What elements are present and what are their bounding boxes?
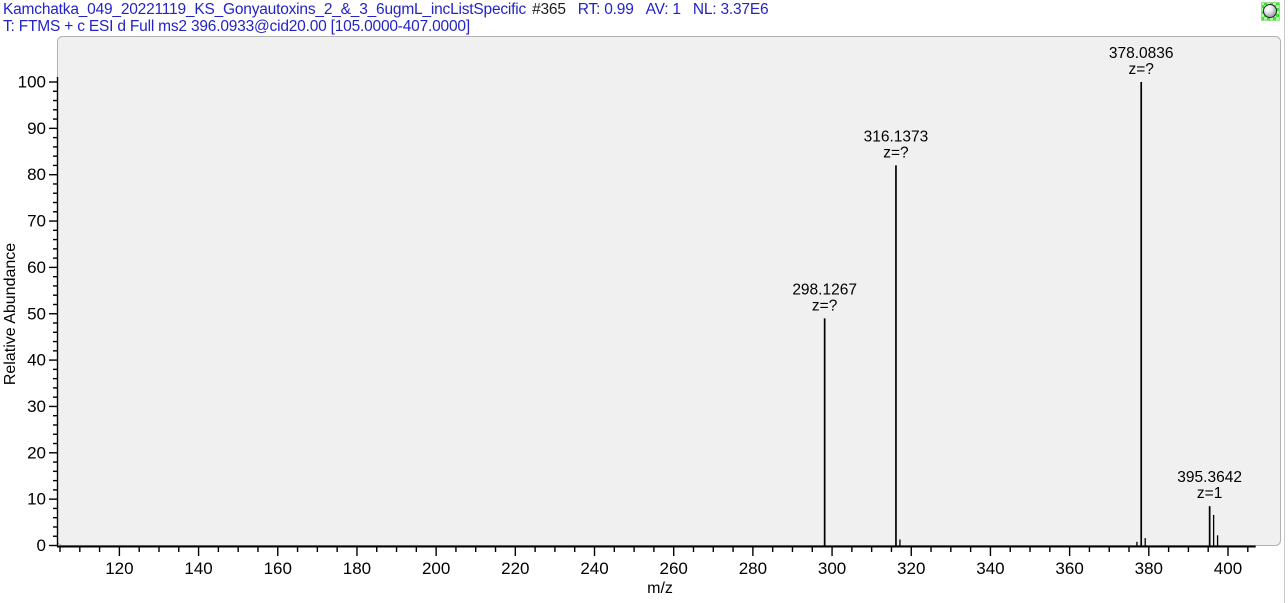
pin-cell-icon[interactable] <box>1261 2 1280 21</box>
raw-filename: Kamchatka_049_20221119_KS_Gonyautoxins_2… <box>3 1 527 18</box>
x-tick-label: 360 <box>1055 559 1083 578</box>
filter-text: T: FTMS + c ESI d Full ms2 396.0933@cid2… <box>3 18 470 35</box>
peak-mz-label: 395.3642 <box>1177 469 1242 486</box>
x-tick-label: 120 <box>105 559 133 578</box>
plot-panel <box>57 36 1281 546</box>
y-axis-title: Relative Abundance <box>2 243 19 385</box>
x-tick-label: 200 <box>422 559 450 578</box>
x-tick-label: 160 <box>264 559 292 578</box>
peak-charge-label: z=1 <box>1197 485 1222 502</box>
x-tick-label: 220 <box>501 559 529 578</box>
x-axis-ticks: 120 140 160 180 200 220 240 260 280 300 320 340 360 3… <box>59 547 1249 578</box>
scan-number: #365 <box>532 1 566 18</box>
y-tick-label: 20 <box>27 443 46 462</box>
x-tick-label: 300 <box>818 559 846 578</box>
x-tick-label: 380 <box>1135 559 1163 578</box>
x-tick-label: 180 <box>343 559 371 578</box>
y-tick-label: 80 <box>27 165 46 184</box>
sphere-glyph <box>1263 4 1277 18</box>
peak-mz-label: 316.1373 <box>864 128 929 145</box>
y-axis-ticks: 0 10 20 30 40 50 60 70 80 90 100 <box>18 73 57 555</box>
averaged-scans: AV: 1 <box>645 1 681 18</box>
scan-header-line: Kamchatka_049_20221119_KS_Gonyautoxins_2… <box>3 1 769 19</box>
x-axis-title: m/z <box>647 580 673 597</box>
y-tick-label: 70 <box>27 212 46 231</box>
peak-charge-label: z=? <box>1129 61 1155 78</box>
x-tick-label: 340 <box>976 559 1004 578</box>
x-tick-label: 240 <box>580 559 608 578</box>
peak-charge-label: z=? <box>883 144 909 161</box>
peak-charge-label: z=? <box>812 297 838 314</box>
retention-time: RT: 0.99 <box>577 1 634 18</box>
peak-mz-label: 298.1267 <box>792 281 857 298</box>
cell-right-border <box>1284 0 1285 603</box>
y-tick-label: 90 <box>27 119 46 138</box>
peak-mz-label: 378.0836 <box>1109 45 1174 62</box>
y-tick-label: 30 <box>27 397 46 416</box>
x-tick-label: 320 <box>897 559 925 578</box>
x-tick-label: 400 <box>1214 559 1242 578</box>
normalization-level: NL: 3.37E6 <box>692 1 769 18</box>
peaks: 298.1267z=?316.1373z=?378.0836z=?395.364… <box>792 45 1242 546</box>
y-tick-label: 0 <box>37 536 46 555</box>
y-tick-label: 50 <box>27 304 46 323</box>
x-tick-label: 140 <box>184 559 212 578</box>
x-tick-label: 260 <box>660 559 688 578</box>
scan-filter-line: T: FTMS + c ESI d Full ms2 396.0933@cid2… <box>3 18 470 36</box>
y-tick-label: 40 <box>27 351 46 370</box>
x-tick-label: 280 <box>739 559 767 578</box>
y-tick-label: 100 <box>18 73 46 92</box>
y-tick-label: 10 <box>27 490 46 509</box>
y-tick-label: 60 <box>27 258 46 277</box>
